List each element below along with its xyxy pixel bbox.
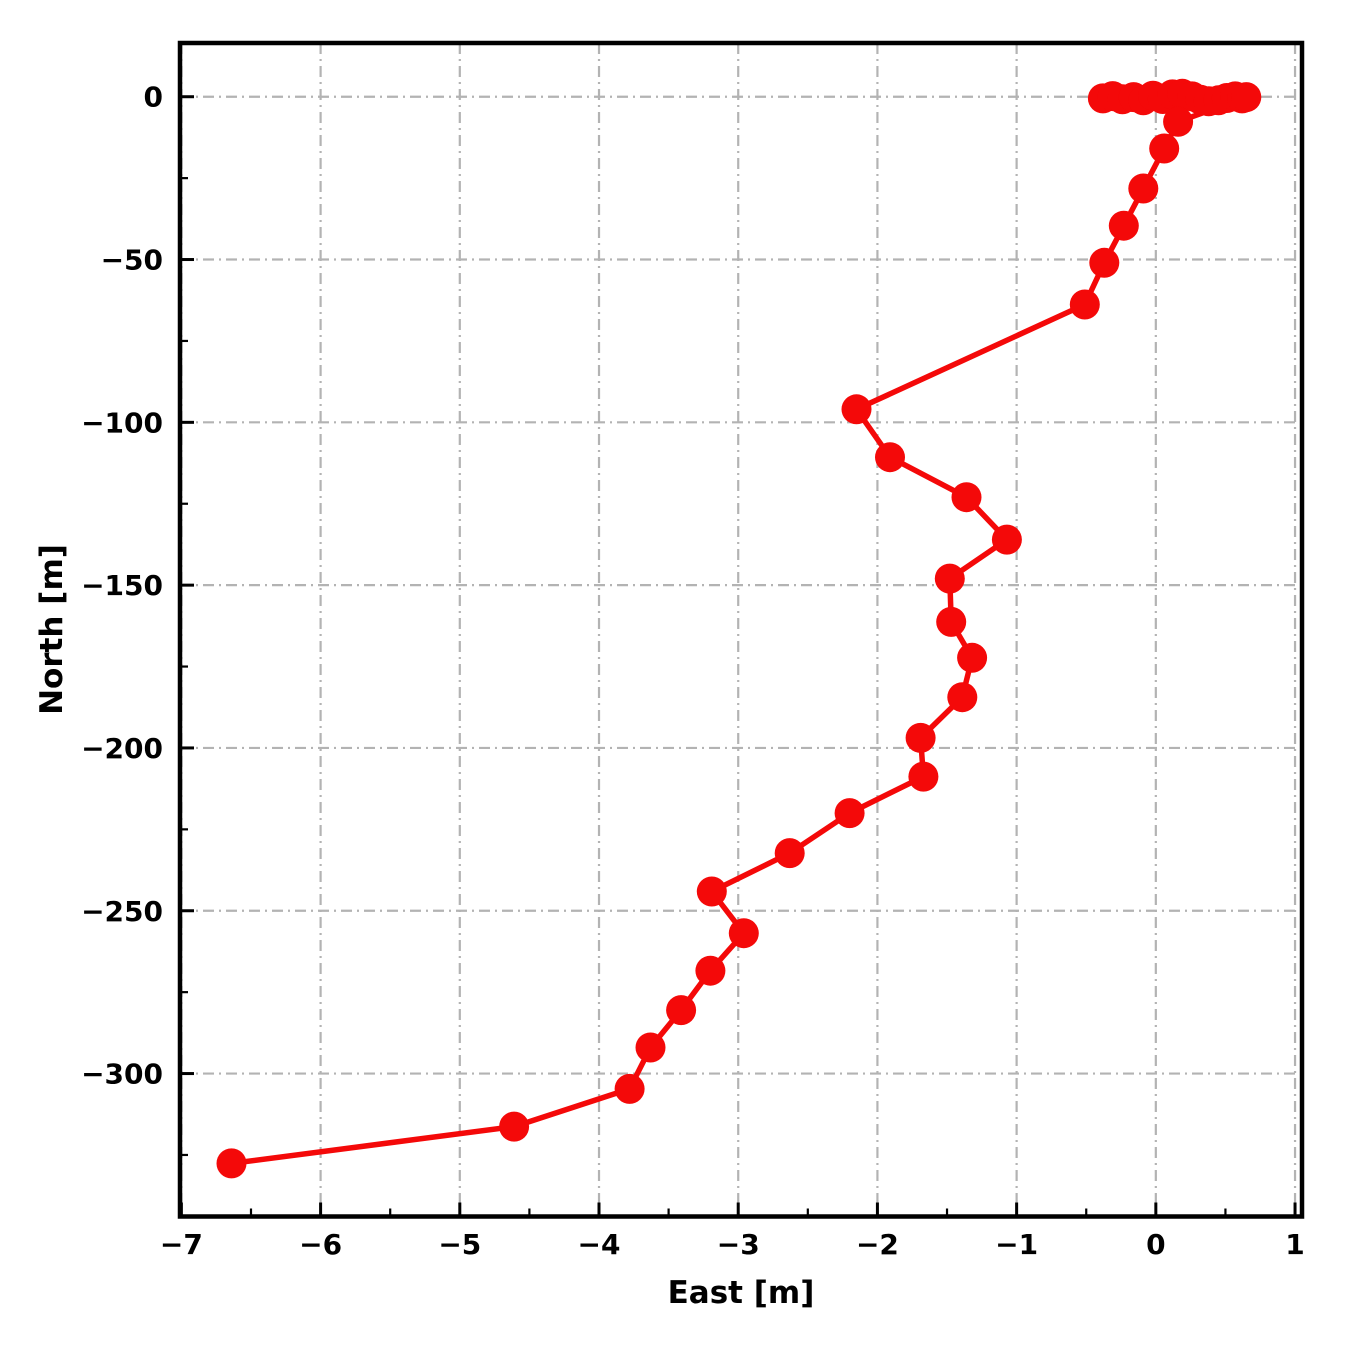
y-tick-label: 0 <box>144 81 163 114</box>
trajectory-marker <box>936 606 967 637</box>
trajectory-marker <box>947 682 978 713</box>
tick-labels: −7 −6 −5 −4 −3 −2 −1 0 1 0 −50 −100 −150 −200 −250 −300 <box>81 81 1305 1261</box>
y-tick-label: −100 <box>81 406 163 439</box>
y-tick-label: −250 <box>81 895 163 928</box>
x-tick-label: −1 <box>995 1228 1038 1261</box>
trajectory-marker <box>1149 133 1180 164</box>
trajectory-marker <box>934 563 965 594</box>
x-tick-label: −6 <box>299 1228 342 1261</box>
trajectory-marker <box>614 1073 645 1104</box>
trajectory-marker <box>666 995 697 1026</box>
y-tick-label: −200 <box>81 732 163 765</box>
trajectory-marker <box>905 722 936 753</box>
axes-spines <box>177 40 1305 1219</box>
trajectory-marker <box>875 442 905 473</box>
x-tick-label: −5 <box>438 1228 481 1261</box>
x-tick-label: −4 <box>578 1228 621 1261</box>
trajectory-marker <box>1089 247 1120 278</box>
x-tick-label: −7 <box>160 1228 203 1261</box>
trajectory-marker <box>991 524 1022 555</box>
y-axis-label: North [m] <box>34 544 70 715</box>
trajectory-marker <box>728 918 759 949</box>
trajectory-marker <box>834 798 865 829</box>
trajectory-marker <box>635 1032 666 1063</box>
y-tick-label: −300 <box>81 1058 163 1091</box>
trajectory-marker <box>841 394 872 425</box>
x-tick-label: −2 <box>856 1228 899 1261</box>
trajectory-marker <box>957 642 988 673</box>
trajectory-marker <box>774 838 805 869</box>
gridlines <box>180 43 1302 1217</box>
trajectory-series <box>216 78 1262 1179</box>
x-tick-label: 1 <box>1285 1228 1304 1261</box>
trajectory-marker <box>216 1148 247 1179</box>
y-tick-label: −50 <box>101 244 163 277</box>
trajectory-marker <box>1108 210 1139 241</box>
x-tick-label: 0 <box>1146 1228 1165 1261</box>
trajectory-marker <box>1128 173 1159 204</box>
trajectory-marker <box>695 955 726 986</box>
trajectory-marker <box>1231 82 1262 113</box>
trajectory-marker <box>1163 106 1194 137</box>
trajectory-marker <box>951 482 982 513</box>
plot-border <box>177 40 1305 1219</box>
axis-ticks <box>179 95 1297 1217</box>
trajectory-marker <box>696 876 727 907</box>
x-axis-label: East [m] <box>668 1275 815 1311</box>
trajectory-marker <box>908 761 939 792</box>
x-tick-label: −3 <box>717 1228 760 1261</box>
trajectory-marker <box>1069 289 1100 320</box>
trajectory-marker <box>499 1111 530 1142</box>
y-tick-label: −150 <box>81 569 163 602</box>
